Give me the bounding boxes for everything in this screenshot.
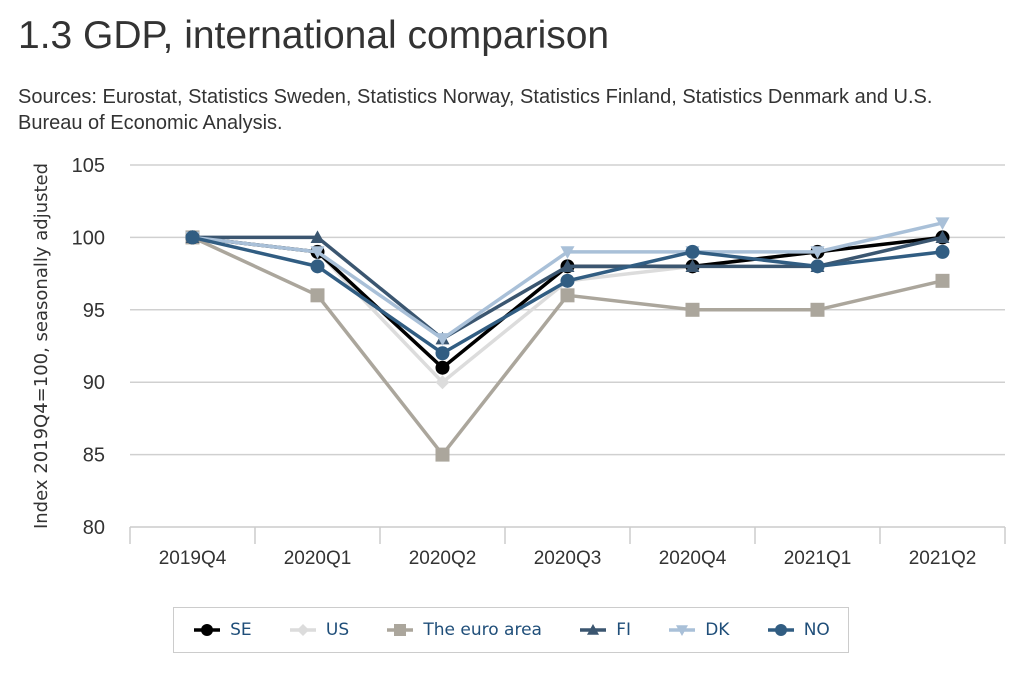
marker-triangle: [935, 230, 950, 243]
marker-circle: [560, 273, 575, 288]
y-tick-label: 105: [72, 155, 105, 177]
x-tick-label: 2020Q1: [284, 548, 352, 569]
legend-label: US: [325, 620, 350, 640]
marker-square: [435, 447, 450, 462]
marker-square: [394, 624, 407, 636]
marker-triangle-down: [935, 217, 950, 230]
x-tick-label: 2019Q4: [159, 548, 227, 569]
marker-triangle: [310, 230, 325, 243]
legend-item[interactable]: US: [288, 620, 349, 640]
marker-square: [810, 302, 825, 317]
legend-symbol-icon: [387, 624, 414, 636]
legend-item[interactable]: FI: [578, 620, 631, 640]
x-tick-label: 2020Q2: [409, 548, 477, 569]
marker-circle: [435, 346, 450, 361]
marker-circle: [935, 244, 950, 259]
y-tick-label: 95: [83, 300, 105, 322]
x-tick-label: 2020Q4: [659, 548, 727, 569]
marker-circle: [201, 624, 214, 636]
marker-circle: [810, 259, 825, 274]
legend-symbol-icon: [194, 624, 221, 636]
marker-triangle-down: [310, 246, 325, 259]
legend-label: NO: [803, 620, 830, 640]
legend-label: SE: [230, 620, 252, 640]
series-no: [185, 230, 950, 361]
marker-diamond: [435, 375, 450, 390]
legend-item[interactable]: SE: [192, 620, 252, 640]
y-tick-label: 100: [72, 227, 105, 249]
y-tick-label: 85: [83, 445, 105, 467]
legend-symbol-icon: [580, 624, 607, 635]
marker-circle: [310, 259, 325, 274]
marker-triangle-down: [676, 625, 689, 636]
legend-item[interactable]: DK: [667, 620, 729, 640]
chart-subtitle: Sources: Eurostat, Statistics Sweden, St…: [18, 86, 933, 134]
marker-triangle: [587, 624, 600, 635]
marker-triangle: [560, 259, 575, 272]
legend-item[interactable]: The euro area: [385, 620, 542, 640]
legend-item[interactable]: NO: [766, 620, 830, 640]
legend: SE US The euro area FI DK NO: [173, 607, 849, 653]
marker-circle: [685, 244, 700, 259]
y-axis-label: Index 2019Q4=100, seasonally adjusted: [31, 163, 52, 529]
marker-circle: [435, 360, 450, 375]
marker-circle: [185, 230, 200, 245]
marker-square: [685, 302, 700, 317]
legend-symbol-icon: [669, 625, 696, 636]
x-tick-label: 2021Q1: [784, 548, 852, 569]
legend-symbol-icon: [767, 624, 794, 636]
legend-label: The euro area: [423, 620, 542, 640]
marker-triangle-down: [810, 246, 825, 259]
marker-triangle-down: [435, 333, 450, 346]
legend-label: FI: [616, 620, 631, 640]
x-tick-label: 2020Q3: [534, 548, 602, 569]
marker-diamond: [296, 624, 309, 636]
legend-label: DK: [705, 620, 730, 640]
legend-symbol-icon: [289, 624, 316, 636]
y-tick-label: 90: [83, 372, 105, 394]
marker-triangle-down: [560, 246, 575, 259]
y-tick-label: 80: [83, 517, 105, 539]
x-tick-label: 2021Q2: [909, 548, 977, 569]
marker-square: [560, 288, 575, 303]
chart-title: 1.3 GDP, international comparison: [18, 14, 610, 57]
marker-triangle: [685, 259, 700, 272]
marker-square: [310, 288, 325, 303]
marker-square: [935, 273, 950, 288]
marker-circle: [774, 624, 787, 636]
